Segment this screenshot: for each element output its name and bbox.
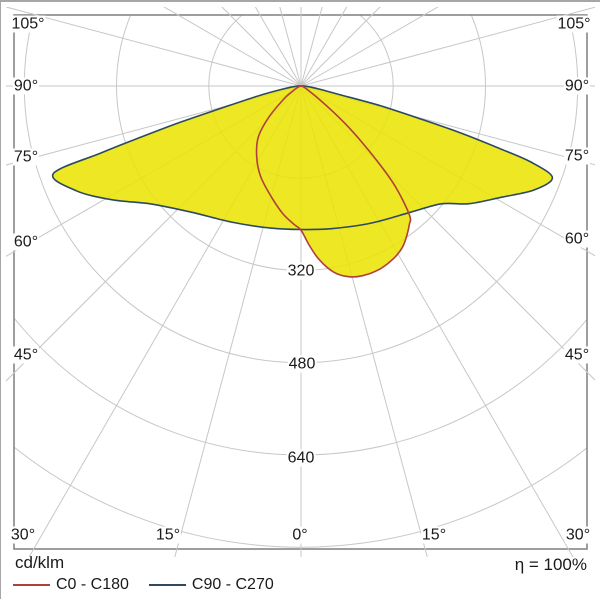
light-distribution-fill [52, 85, 553, 277]
angle-label: 30° [564, 526, 592, 544]
legend-label-c90-c270: C90 - C270 [191, 576, 274, 593]
c90-c270-curve [51, 85, 554, 231]
angle-label: 90° [12, 77, 40, 95]
angle-label: 60° [563, 230, 591, 248]
legend-line-c90-c270 [148, 584, 186, 586]
ring-value-label: 480 [287, 355, 317, 373]
ring-value-label: 640 [286, 449, 316, 467]
angle-label: 90° [563, 77, 591, 95]
angle-label: 15° [420, 526, 448, 544]
angle-label: 75° [12, 148, 40, 166]
c0-c180-curve [255, 85, 412, 278]
ring-value-label: 320 [286, 262, 316, 280]
angle-label: 105° [556, 15, 592, 33]
angle-label: 0° [291, 526, 309, 544]
angle-label: 75° [563, 147, 591, 165]
angle-label: 60° [12, 233, 40, 251]
angle-label: 30° [9, 526, 37, 544]
legend-unit-label: cd/klm [15, 553, 65, 572]
legend-label-c0-c180: C0 - C180 [56, 576, 129, 593]
angle-label: 15° [154, 526, 182, 544]
angle-label: 105° [10, 15, 46, 33]
legend-line-c0-c180 [13, 584, 50, 586]
angle-label: 45° [563, 346, 591, 364]
legend: C0 - C180 C90 - C270 [13, 576, 274, 594]
angle-label: 45° [12, 346, 40, 364]
efficiency-label: η = 100% [514, 555, 587, 574]
